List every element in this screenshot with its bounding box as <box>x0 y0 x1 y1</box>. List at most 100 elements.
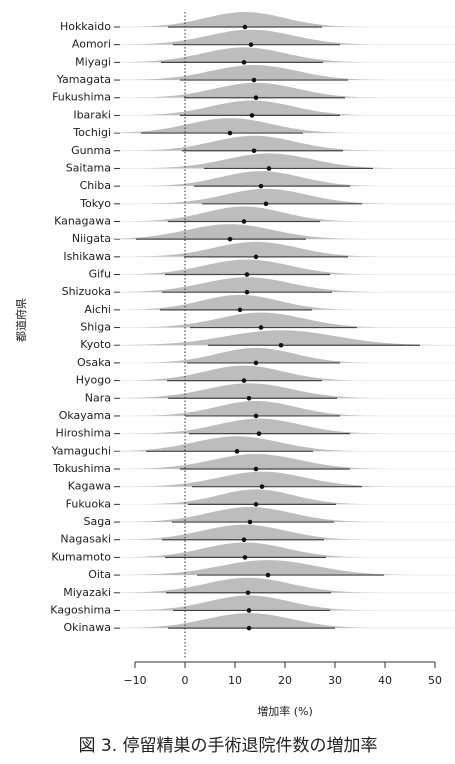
point <box>244 289 250 295</box>
row-label: Miyazaki <box>63 586 111 599</box>
row-label: Okayama <box>59 409 111 422</box>
row-label: Shizuoka <box>62 285 111 298</box>
point <box>227 130 233 136</box>
density <box>115 560 421 575</box>
density <box>117 365 371 381</box>
density <box>127 418 391 434</box>
density <box>112 259 382 275</box>
density <box>112 613 386 628</box>
point <box>244 272 250 277</box>
x-tick-label: 30 <box>328 674 342 687</box>
row-label: Shiga <box>80 321 111 334</box>
point <box>227 236 233 242</box>
density <box>111 383 387 399</box>
row-label: Yamagata <box>56 73 111 86</box>
row-label: Tokushima <box>52 462 111 475</box>
density <box>120 595 378 611</box>
x-tick-label: −10 <box>123 674 146 687</box>
row-label: Kumamoto <box>51 550 111 563</box>
row-label: Tochigi <box>72 126 111 139</box>
density <box>111 524 377 540</box>
row-label: Kanagawa <box>54 214 111 227</box>
x-tick-label: 40 <box>378 674 392 687</box>
point <box>253 360 259 366</box>
row-label: Hokkaido <box>60 20 111 33</box>
row-label: Aichi <box>84 303 111 316</box>
point <box>237 307 243 313</box>
point <box>263 201 269 207</box>
point <box>266 166 272 171</box>
point <box>246 608 252 613</box>
point <box>241 537 247 543</box>
row-label: Miyagi <box>75 55 111 68</box>
row-label: Ishikawa <box>63 250 111 263</box>
density <box>129 401 383 416</box>
x-tick-label: 10 <box>228 674 242 687</box>
point <box>278 342 284 348</box>
row-label: Gunma <box>71 144 111 157</box>
density <box>124 82 388 98</box>
point <box>241 378 247 383</box>
row-label: Nara <box>85 391 111 404</box>
point <box>259 484 265 489</box>
density <box>124 312 398 328</box>
density <box>133 171 389 186</box>
density <box>91 224 369 240</box>
row-label: Kagawa <box>68 480 111 493</box>
point <box>251 77 257 83</box>
density <box>113 542 377 558</box>
row-label: Kagoshima <box>50 603 111 616</box>
density <box>121 100 383 116</box>
density <box>122 241 390 257</box>
row-label: Hiroshima <box>55 427 111 440</box>
point <box>241 219 247 224</box>
row-label: Oita <box>88 568 111 581</box>
density <box>119 12 371 27</box>
row-label: Hyogo <box>76 374 111 387</box>
x-tick-label: 50 <box>428 674 442 687</box>
point <box>246 625 252 631</box>
row-label: Chiba <box>80 179 111 192</box>
caption: 図 3. 停留精巣の手術退院件数の増加率 <box>78 736 377 756</box>
point <box>249 113 255 118</box>
density <box>123 471 401 487</box>
row-label: Ibaraki <box>73 108 111 121</box>
row-label: Tokyo <box>79 197 111 210</box>
y-axis-label: 都道府県 <box>14 298 28 342</box>
density <box>100 436 374 452</box>
density <box>117 454 395 469</box>
point <box>251 148 257 154</box>
row-label: Niigata <box>72 232 111 245</box>
row-label: Saga <box>84 515 111 528</box>
point <box>253 466 259 472</box>
density <box>122 135 386 151</box>
x-tick-label: 20 <box>278 674 292 687</box>
point <box>247 519 253 525</box>
point <box>245 590 251 596</box>
point <box>241 60 247 65</box>
density <box>111 47 377 63</box>
point <box>253 254 259 260</box>
density <box>131 347 381 363</box>
row-label: Fukuoka <box>66 497 111 510</box>
point <box>258 183 264 189</box>
point <box>253 95 259 101</box>
row-label: Aomori <box>72 38 111 51</box>
point <box>258 325 264 330</box>
density <box>119 206 369 222</box>
row-label: Yamaguchi <box>51 444 111 457</box>
x-axis-label: 増加率 (%) <box>257 704 313 718</box>
density <box>97 118 363 133</box>
row-label: Nagasaki <box>60 533 111 546</box>
density <box>107 330 455 346</box>
point <box>265 572 271 578</box>
row-label: Fukushima <box>52 91 111 104</box>
point <box>246 395 252 401</box>
density <box>135 188 397 204</box>
point <box>253 502 259 507</box>
point <box>234 449 240 454</box>
density <box>135 489 377 505</box>
point <box>242 555 248 560</box>
row-label: Osaka <box>77 356 111 369</box>
